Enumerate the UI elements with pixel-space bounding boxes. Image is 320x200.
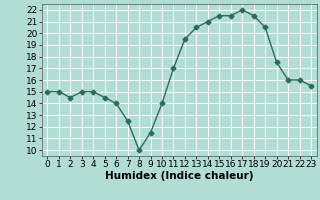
X-axis label: Humidex (Indice chaleur): Humidex (Indice chaleur) [105, 171, 253, 181]
